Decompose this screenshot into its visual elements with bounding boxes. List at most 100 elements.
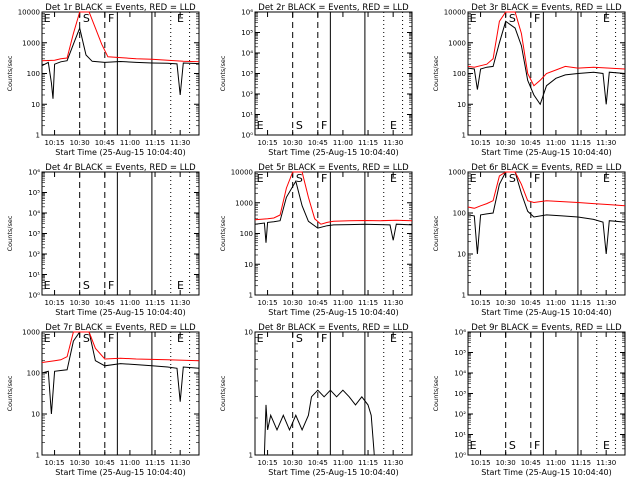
- event-marker-label: E: [390, 119, 397, 132]
- chart-title: Det 9r BLACK = Events, RED = LLD: [471, 323, 622, 333]
- x-tick-label: 10:15: [44, 299, 64, 307]
- y-tick-label: 1000: [22, 39, 40, 47]
- y-tick-label: 1: [249, 292, 253, 300]
- event-marker-label: S: [296, 332, 303, 345]
- x-axis-label: Start Time (25-Aug-15 10:04:40): [481, 468, 612, 477]
- x-tick-label: 10:45: [308, 139, 328, 147]
- event-marker-label: S: [509, 12, 516, 25]
- x-tick-label: 11:15: [571, 139, 591, 147]
- y-tick-label: 1: [249, 452, 253, 460]
- x-tick-label: 11:30: [596, 459, 616, 467]
- y-tick-label: 10³: [454, 390, 466, 398]
- x-tick-label: 10:45: [521, 139, 541, 147]
- chart-title: Det 7r BLACK = Events, RED = LLD: [45, 323, 196, 333]
- x-tick-label: 10:15: [257, 459, 277, 467]
- y-tick-label: 10¹: [454, 431, 466, 439]
- x-tick-label: 10:15: [470, 139, 490, 147]
- y-tick-label: 1000: [22, 329, 40, 337]
- event-marker-label: E: [44, 279, 51, 292]
- x-tick-label: 11:30: [170, 459, 190, 467]
- event-marker-label: S: [509, 439, 516, 452]
- y-tick-label: 10: [244, 261, 253, 269]
- event-marker-label: E: [177, 12, 184, 25]
- y-tick-label: 10⁵: [454, 349, 466, 357]
- y-tick-label: 10²: [241, 91, 253, 99]
- event-marker-label: F: [108, 279, 114, 292]
- y-tick-label: 1: [462, 292, 466, 300]
- y-tick-label: 10²: [28, 251, 40, 259]
- x-tick-label: 10:30: [496, 459, 516, 467]
- y-tick-label: 10⁴: [28, 210, 40, 218]
- y-tick-label: 10⁵: [241, 29, 253, 37]
- chart-title: Det 2r BLACK = Events, RED = LLD: [258, 3, 409, 13]
- x-tick-label: 11:30: [170, 299, 190, 307]
- y-tick-label: 1000: [448, 39, 466, 47]
- x-tick-label: 11:00: [546, 139, 566, 147]
- x-tick-label: 10:30: [496, 299, 516, 307]
- x-tick-label: 10:15: [257, 299, 277, 307]
- y-axis-label: Counts/sec: [219, 215, 227, 251]
- series-lld-line: [42, 332, 199, 363]
- x-tick-label: 11:30: [383, 459, 403, 467]
- series-lld-line: [468, 172, 625, 208]
- x-tick-label: 11:15: [145, 139, 165, 147]
- chart-title: Det 8r BLACK = Events, RED = LLD: [258, 323, 409, 333]
- y-tick-label: 10000: [444, 9, 466, 17]
- x-tick-label: 11:15: [571, 459, 591, 467]
- y-tick-label: 10⁴: [454, 370, 466, 378]
- y-tick-label: 10: [457, 251, 466, 259]
- y-tick-label: 10: [31, 411, 40, 419]
- plot-frame: [254, 331, 413, 456]
- x-tick-label: 10:45: [308, 299, 328, 307]
- event-marker-label: E: [44, 12, 51, 25]
- chart-panel-3: Det 3r BLACK = Events, RED = LLD Counts/s…: [432, 3, 626, 157]
- y-tick-label: 10000: [18, 9, 40, 17]
- y-tick-label: 10⁵: [28, 189, 40, 197]
- y-tick-label: 1000: [235, 199, 253, 207]
- event-marker-label: F: [108, 12, 114, 25]
- event-marker-label: E: [257, 332, 264, 345]
- x-tick-label: 10:30: [283, 459, 303, 467]
- event-marker-label: E: [390, 172, 397, 185]
- event-marker-label: F: [108, 332, 114, 345]
- x-tick-label: 10:15: [257, 139, 277, 147]
- y-tick-label: 10⁰: [28, 292, 40, 300]
- x-tick-label: 10:45: [95, 139, 115, 147]
- y-axis-label: Counts/sec: [6, 55, 14, 91]
- y-tick-label: 1000: [448, 169, 466, 177]
- x-tick-label: 11:30: [170, 139, 190, 147]
- event-marker-label: S: [83, 12, 90, 25]
- y-tick-label: 100: [27, 70, 40, 78]
- y-tick-label: 10: [244, 329, 253, 337]
- chart-panel-6: Det 6r BLACK = Events, RED = LLD Counts/s…: [432, 163, 626, 317]
- event-marker-label: E: [177, 332, 184, 345]
- x-tick-label: 11:00: [546, 299, 566, 307]
- y-tick-label: 10⁴: [241, 50, 253, 58]
- x-axis-label: Start Time (25-Aug-15 10:04:40): [268, 468, 399, 477]
- x-tick-label: 11:00: [546, 459, 566, 467]
- plot-frame: [41, 171, 200, 296]
- x-tick-label: 10:45: [95, 299, 115, 307]
- y-tick-label: 1: [36, 452, 40, 460]
- y-axis-label: Counts/sec: [432, 55, 440, 91]
- x-tick-label: 11:15: [145, 299, 165, 307]
- x-tick-label: 11:00: [333, 139, 353, 147]
- x-tick-label: 11:00: [120, 139, 140, 147]
- series-lld-line: [42, 12, 199, 62]
- chart-panel-2: Det 2r BLACK = Events, RED = LLD Counts/s…: [219, 3, 413, 157]
- event-marker-label: S: [296, 172, 303, 185]
- event-marker-label: E: [44, 332, 51, 345]
- event-marker-label: E: [470, 12, 477, 25]
- plot-frame: [467, 331, 626, 456]
- y-tick-label: 10⁶: [28, 169, 40, 177]
- x-tick-label: 10:15: [470, 459, 490, 467]
- y-tick-label: 100: [27, 370, 40, 378]
- event-marker-label: S: [83, 279, 90, 292]
- series-events-line: [42, 332, 199, 414]
- y-tick-label: 10⁰: [241, 132, 253, 140]
- y-axis-label: Counts/sec: [219, 55, 227, 91]
- x-axis-label: Start Time (25-Aug-15 10:04:40): [481, 148, 612, 157]
- series-events-line: [255, 181, 412, 243]
- x-tick-label: 11:15: [358, 139, 378, 147]
- series-events-line: [264, 390, 374, 455]
